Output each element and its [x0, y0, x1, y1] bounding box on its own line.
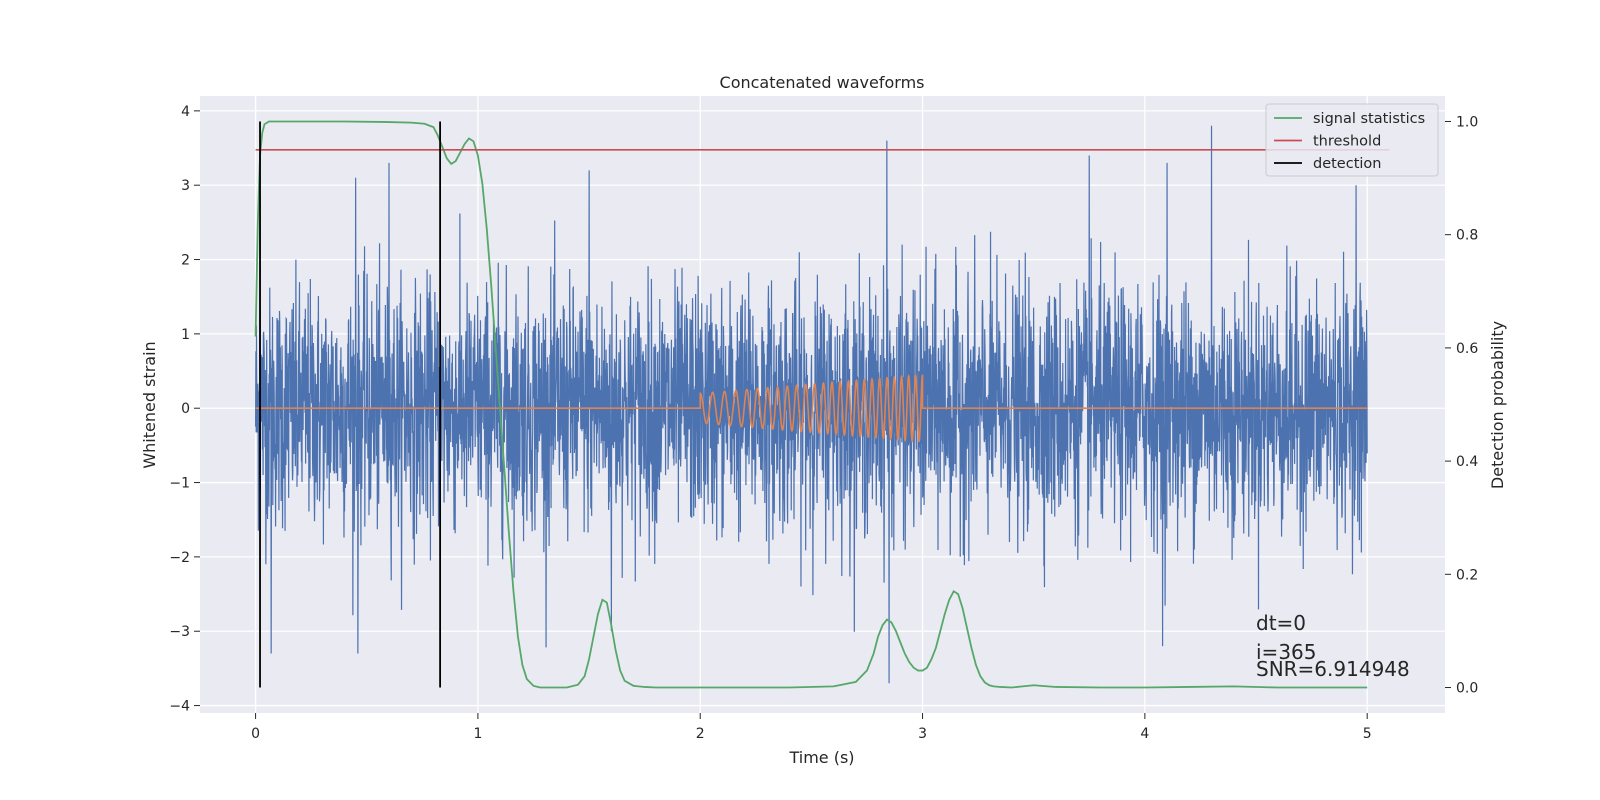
- y-right-tick-label: 0.8: [1456, 228, 1478, 244]
- y-left-tick-label: −2: [169, 550, 190, 566]
- legend-box: [1265, 103, 1439, 177]
- plot-layer: [254, 120, 1390, 689]
- y-right-tick-label: 0.2: [1456, 567, 1478, 583]
- y-left-tick-label: 3: [181, 178, 190, 194]
- y-left-tick-label: −3: [169, 624, 190, 640]
- x-tick-label: 5: [1363, 726, 1372, 742]
- y-left-tick-label: −4: [169, 699, 190, 715]
- annotation-i: i=365: [1256, 640, 1317, 664]
- x-tick-label: 2: [696, 726, 705, 742]
- y-left-tick-label: −1: [169, 476, 190, 492]
- y-left-tick-label: 0: [181, 401, 190, 417]
- y-right-tick-label: 0.0: [1456, 681, 1478, 697]
- y-right-tick-label: 1.0: [1456, 114, 1478, 130]
- x-tick-label: 4: [1140, 726, 1149, 742]
- x-axis-label: Time (s): [788, 748, 854, 767]
- x-tick-label: 1: [473, 726, 482, 742]
- y-left-tick-label: 1: [181, 327, 190, 343]
- series-chirp-line: [255, 373, 1368, 443]
- y-axis-label-left: Whitened strain: [140, 341, 159, 468]
- ticks: 0 1 2 3 4 5 −4 −3 −2 −1 0 1 2 3 4 0.0 0.2 0.4 0.6 0.8 1.0: [169, 104, 1478, 742]
- x-tick-label: 3: [918, 726, 927, 742]
- legend-entry-label: threshold: [1313, 134, 1381, 150]
- series-signal-statistics-line: [254, 120, 1368, 689]
- y-right-tick-label: 0.4: [1456, 454, 1478, 470]
- legend: signal statistics threshold detection: [1265, 103, 1439, 177]
- y-left-tick-label: 2: [181, 253, 190, 269]
- annotation-snr: SNR=6.914948: [1256, 657, 1410, 681]
- chart-title: Concatenated waveforms: [720, 73, 925, 92]
- legend-entry-label: signal statistics: [1313, 111, 1425, 127]
- y-right-tick-label: 0.6: [1456, 341, 1478, 357]
- x-tick-label: 0: [251, 726, 260, 742]
- y-left-tick-label: 4: [181, 104, 190, 120]
- annotation-dt: dt=0: [1256, 611, 1306, 635]
- y-axis-label-right: Detection probability: [1488, 321, 1507, 489]
- legend-entry-label: detection: [1313, 156, 1381, 172]
